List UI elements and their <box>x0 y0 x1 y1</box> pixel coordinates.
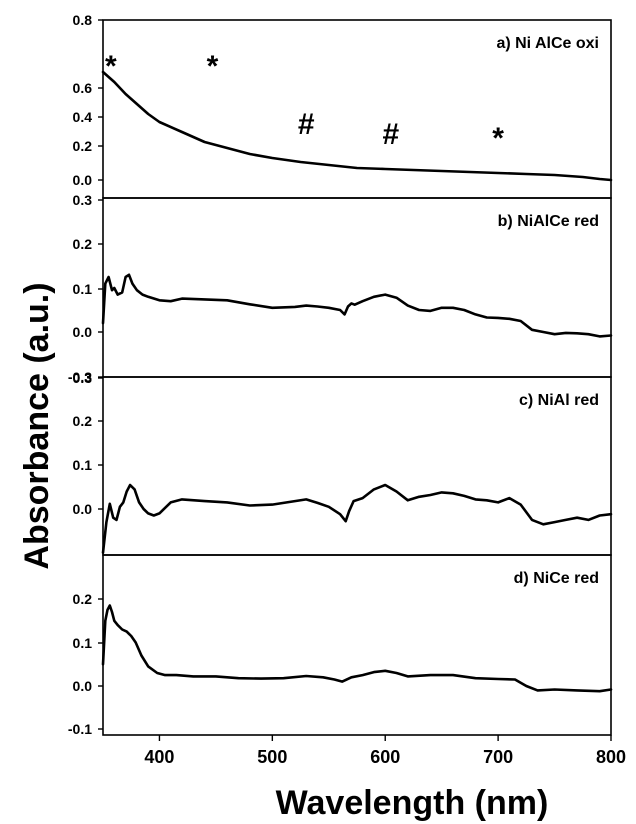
y-tick-label: -0.3 <box>68 369 92 385</box>
x-tick-label: 800 <box>596 747 626 767</box>
asterisk-marker: * <box>105 50 117 83</box>
y-tick-label: 0.1 <box>73 281 93 297</box>
panel-3: -0.3 0.0 0.1 0.2 0.3 c) NiAl red <box>68 369 613 556</box>
y-tick-label: 0.0 <box>73 501 93 517</box>
asterisk-marker: * <box>492 122 504 155</box>
y-tick-label: 0.2 <box>73 591 93 607</box>
y-tick-label: -0.1 <box>68 721 92 737</box>
panel-4: -0.1 0.0 0.1 0.2 d) NiCe red <box>68 554 613 737</box>
y-tick-label: 0.2 <box>73 138 93 154</box>
asterisk-marker: * <box>207 50 219 83</box>
hash-marker: # <box>383 118 400 151</box>
y-tick-label: 0.2 <box>73 413 93 429</box>
panel-label: c) NiAl red <box>519 392 599 409</box>
series-line <box>101 70 613 182</box>
panels-group: 0.0 0.2 0.4 0.6 0.8 a) Ni AlCe oxi * * # # * 0.0 0.1… <box>68 12 613 737</box>
y-tick-label: 0.0 <box>73 172 93 188</box>
y-tick-label: 0.3 <box>73 192 93 208</box>
panel-label: d) NiCe red <box>514 570 599 587</box>
series-line <box>101 273 613 338</box>
x-tick-label: 600 <box>370 747 400 767</box>
y-tick-label: 0.1 <box>73 635 93 651</box>
panel-label: a) Ni AlCe oxi <box>496 35 599 52</box>
x-tick-label: 500 <box>257 747 287 767</box>
y-tick-label: 0.2 <box>73 236 93 252</box>
panel-label: b) NiAlCe red <box>498 213 599 230</box>
panel-1: 0.0 0.2 0.4 0.6 0.8 a) Ni AlCe oxi * * # # * <box>73 12 613 199</box>
x-tick-label: 700 <box>483 747 513 767</box>
x-tick-label: 400 <box>144 747 174 767</box>
y-tick-label: 0.1 <box>73 457 93 473</box>
y-tick-label: 0.4 <box>73 109 93 125</box>
y-tick-label: 0.0 <box>73 678 93 694</box>
series-line <box>101 604 613 693</box>
y-tick-label: 0.3 <box>73 370 93 386</box>
y-tick-label: 0.0 <box>73 324 93 340</box>
series-line <box>101 483 613 555</box>
shared-x-axis: 400 500 600 700 800 <box>144 735 626 767</box>
hash-marker: # <box>298 108 315 141</box>
panel-2: 0.0 0.1 0.2 0.3 b) NiAlCe red <box>73 192 613 378</box>
y-tick-label: 0.6 <box>73 80 93 96</box>
x-axis-title: Wavelength (nm) <box>276 784 549 822</box>
y-axis-title: Absorbance (a.u.) <box>18 282 56 569</box>
y-tick-label: 0.8 <box>73 12 93 28</box>
